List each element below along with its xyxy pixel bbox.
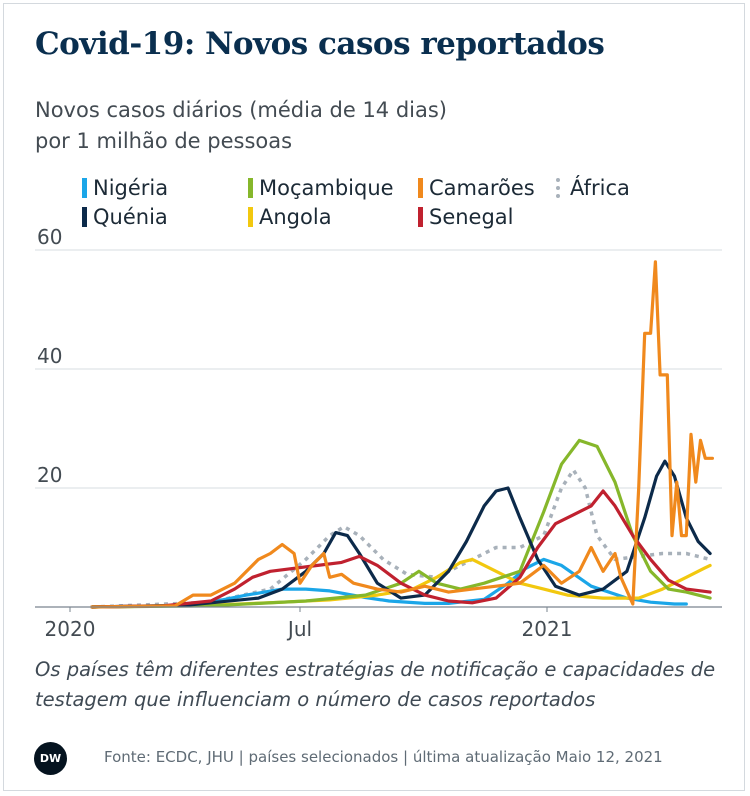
series-line-nigeria — [90, 557, 688, 609]
source-footer: Fonte: ECDC, JHU | países selecionados |… — [104, 748, 663, 766]
legend-swatch — [248, 178, 253, 198]
series-line-africa — [91, 468, 711, 609]
legend-item-nigeria: Nigéria — [82, 176, 168, 200]
series-line-camaroes — [90, 260, 714, 609]
legend-swatch — [418, 207, 423, 227]
series-line-senegal — [90, 489, 712, 609]
legend-swatch — [82, 178, 87, 198]
y-tick-label: 60 — [37, 225, 62, 249]
chart-card — [3, 3, 745, 791]
legend-label: Senegal — [429, 205, 514, 229]
legend-swatch — [248, 207, 253, 227]
series-line-quenia — [90, 459, 712, 609]
legend-label: Moçambique — [259, 176, 394, 200]
legend-swatch — [556, 178, 564, 198]
chart-note: Os países têm diferentes estratégias de … — [35, 658, 716, 711]
legend-item-angola: Angola — [248, 205, 332, 229]
legend-item-senegal: Senegal — [418, 205, 514, 229]
chart-subtitle: Novos casos diários (média de 14 dias) p… — [35, 95, 635, 157]
legend-label: Camarões — [429, 176, 535, 200]
x-tick-label: 2020 — [45, 617, 96, 641]
y-tick-label: 40 — [37, 344, 62, 368]
legend-item-mocambique: Moçambique — [248, 176, 394, 200]
legend-item-camaroes: Camarões — [418, 176, 535, 200]
x-tick-label: Jul — [286, 617, 312, 641]
legend-label: Quénia — [93, 205, 168, 229]
chart-title: Covid-19: Novos casos reportados — [35, 26, 605, 62]
legend-item-quenia: Quénia — [82, 205, 168, 229]
legend-label: África — [570, 176, 630, 200]
dw-logo: DW — [34, 742, 67, 775]
legend-label: Nigéria — [93, 176, 169, 200]
subtitle-line-1: Novos casos diários (média de 14 dias) — [35, 98, 448, 122]
legend-swatch — [82, 207, 87, 227]
x-tick-label: 2021 — [522, 617, 573, 641]
line-chart: 20 40 60 2020 Jul 2021 — [35, 225, 722, 641]
legend-item-africa: África — [556, 176, 630, 200]
legend-swatch — [418, 178, 423, 198]
legend-label: Angola — [259, 205, 332, 229]
y-tick-label: 20 — [37, 463, 62, 487]
subtitle-line-2: por 1 milhão de pessoas — [35, 129, 293, 153]
